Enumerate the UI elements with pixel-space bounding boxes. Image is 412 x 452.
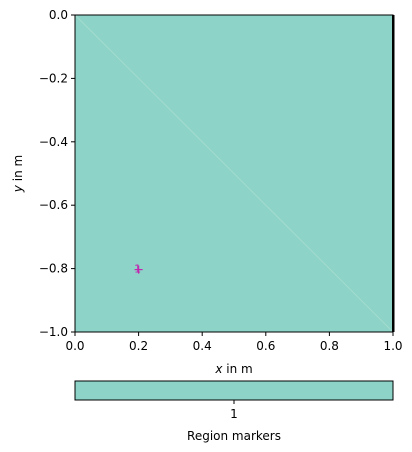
x-tick-label: 0.2 [129, 339, 148, 353]
colorbar: 1 Region markers [74, 380, 394, 443]
region-marker-label: 1 [134, 263, 141, 276]
y-axis-label: y in m [11, 155, 25, 193]
plot-right-edge [392, 15, 395, 332]
x-tick-label: 0.4 [193, 339, 212, 353]
x-tick-label: 0.8 [320, 339, 339, 353]
x-axis-label-unit: in m [222, 362, 252, 376]
y-axis-label-var: y [11, 184, 25, 193]
x-axis-label: x in m [214, 362, 252, 376]
y-tick-label: −0.4 [39, 135, 68, 149]
y-axis-ticks: 0.0 −0.2 −0.4 −0.6 −0.8 −1.0 [39, 8, 75, 339]
colorbar-label: Region markers [187, 429, 281, 443]
colorbar-swatch [74, 380, 394, 401]
y-tick-label: −0.2 [39, 71, 68, 85]
y-axis-label-unit: in m [11, 155, 25, 185]
region-marker: 1 [134, 263, 143, 276]
x-tick-label: 0.6 [256, 339, 275, 353]
mesh-diagonal-line [74, 14, 394, 333]
y-tick-label: −0.6 [39, 198, 68, 212]
plot-area: 1 [74, 14, 395, 333]
y-tick-label: −0.8 [39, 262, 68, 276]
x-tick-label: 1.0 [383, 339, 402, 353]
y-tick-label: 0.0 [49, 8, 68, 22]
x-axis-ticks: 0.0 0.2 0.4 0.6 0.8 1.0 [65, 332, 403, 353]
x-tick-label: 0.0 [65, 339, 84, 353]
x-axis-label-var: x [214, 362, 223, 376]
colorbar-tick-label: 1 [230, 407, 238, 421]
y-tick-label: −1.0 [39, 325, 68, 339]
